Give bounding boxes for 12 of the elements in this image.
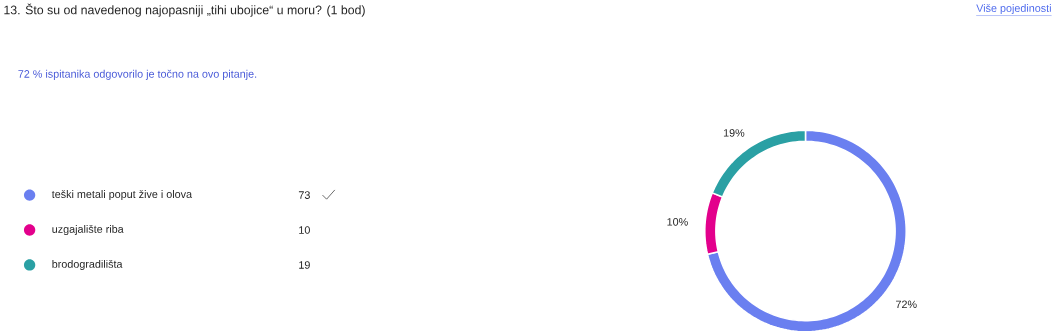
text: 19 [299, 261, 310, 270]
chart-subtitle: 72 % ispitanika odgovorilo je točno na ovo pitanje. [18, 70, 257, 81]
chart-title: 13. Što su od navedenog najopasniji „tihi ubojice“ u moru? (1 bod) [4, 3, 365, 17]
text: 73 [298, 191, 310, 200]
data-label: 10% [667, 218, 688, 226]
text: Više pojedinosti [976, 4, 1051, 15]
text: 10 [299, 226, 310, 235]
legend-label: teški metali poput žive i olova [51, 190, 193, 201]
data-label: 19% [723, 129, 745, 137]
legend-label: brodogradilišta [52, 260, 123, 271]
data-label: 72% [896, 300, 917, 309]
legend-label: uzgajalište riba [52, 225, 124, 236]
